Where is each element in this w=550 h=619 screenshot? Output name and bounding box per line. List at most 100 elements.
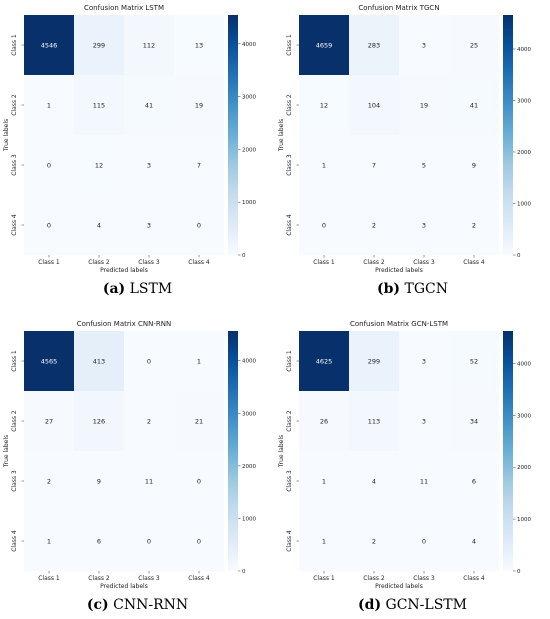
cell-value-label: 6	[97, 538, 101, 546]
cell-value-label: 4	[472, 538, 476, 546]
x-tick-label: Class 4	[463, 575, 485, 582]
y-tick-label: Class 4	[286, 214, 293, 236]
cell-value-label: 21	[195, 418, 203, 426]
heatmap-cell	[299, 451, 350, 512]
cell-value-label: 12	[320, 102, 328, 110]
y-tick-label: Class 1	[286, 34, 293, 56]
heatmap-cell	[449, 135, 500, 196]
heatmap-cell	[24, 331, 75, 392]
y-axis-label: True labels	[278, 119, 285, 152]
colorbar-tick-label: 4000	[517, 47, 531, 53]
y-axis-label: True labels	[3, 435, 10, 468]
cell-value-label: 1	[197, 358, 201, 366]
y-tick-label: Class 1	[11, 350, 18, 372]
cell-value-label: 2	[472, 222, 476, 230]
cell-value-label: 3	[147, 222, 151, 230]
heatmap-cell	[449, 75, 500, 136]
cell-value-label: 3	[422, 42, 426, 50]
heatmap-cell	[24, 75, 75, 136]
heatmap-cell	[124, 331, 175, 392]
heatmap-cell	[74, 195, 125, 256]
cell-value-label: 19	[195, 102, 203, 110]
y-tick-label: Class 3	[286, 470, 293, 492]
cell-value-label: 0	[47, 222, 51, 230]
heatmap-cell	[399, 451, 450, 512]
heatmap-cell	[399, 15, 450, 76]
colorbar-tick-label: 1000	[517, 517, 531, 523]
colorbar-tick-label: 0	[517, 253, 521, 259]
x-tick-label: Class 2	[88, 259, 110, 266]
colorbar-tick-label: 0	[517, 569, 521, 575]
cell-value-label: 126	[93, 418, 105, 426]
chart-title: Confusion Matrix LSTM	[84, 4, 164, 12]
colorbar	[228, 15, 238, 255]
y-tick-label: Class 3	[11, 154, 18, 176]
heatmap-cell	[74, 15, 125, 76]
heatmap-cell	[399, 135, 450, 196]
heatmap-cell	[174, 331, 225, 392]
cell-value-label: 1	[322, 478, 326, 486]
caption-a: (a) LSTM	[102, 281, 173, 297]
x-tick-label: Class 4	[188, 575, 210, 582]
heatmap-cell	[174, 195, 225, 256]
cell-value-label: 4625	[316, 358, 333, 366]
colorbar-tick-label: 2000	[517, 465, 531, 471]
y-tick-label: Class 1	[286, 350, 293, 372]
heatmap-cell	[124, 75, 175, 136]
cell-value-label: 3	[422, 418, 426, 426]
colorbar-tick-label: 1000	[242, 200, 256, 206]
heatmap-cell	[74, 75, 125, 136]
heatmap-cell	[124, 391, 175, 452]
y-tick-label: Class 4	[11, 530, 18, 552]
y-tick-label: Class 3	[11, 470, 18, 492]
heatmap-cell	[299, 15, 350, 76]
heatmap-cell	[174, 135, 225, 196]
heatmap-cell	[349, 391, 400, 452]
colorbar-tick-label: 2000	[517, 150, 531, 156]
heatmap-cell	[399, 391, 450, 452]
cell-value-label: 26	[320, 418, 328, 426]
heatmap-cell	[74, 135, 125, 196]
heatmap-cell	[399, 331, 450, 392]
heatmap-cell	[174, 75, 225, 136]
x-tick-label: Class 1	[38, 259, 60, 266]
y-tick-label: Class 2	[286, 410, 293, 432]
cell-value-label: 299	[93, 42, 105, 50]
x-tick-label: Class 3	[138, 575, 160, 582]
y-tick-label: Class 4	[11, 214, 18, 236]
cell-value-label: 25	[470, 42, 478, 50]
colorbar-tick-label: 0	[242, 569, 246, 575]
heatmap-cell	[124, 511, 175, 572]
cell-value-label: 4565	[41, 358, 58, 366]
x-tick-label: Class 3	[413, 259, 435, 266]
cell-value-label: 4659	[316, 42, 333, 50]
heatmap-cell	[299, 511, 350, 572]
heatmap-cell	[299, 135, 350, 196]
heatmap-cell	[449, 391, 500, 452]
cell-value-label: 34	[470, 418, 478, 426]
colorbar-tick-label: 4000	[517, 361, 531, 367]
heatmap-cell	[449, 15, 500, 76]
heatmap-cell	[174, 451, 225, 512]
cell-value-label: 0	[422, 538, 426, 546]
heatmap-cell	[399, 195, 450, 256]
heatmap-cell	[399, 75, 450, 136]
colorbar	[228, 331, 238, 571]
cell-value-label: 3	[422, 358, 426, 366]
colorbar	[503, 15, 513, 255]
cell-value-label: 4	[97, 222, 101, 230]
cell-value-label: 115	[93, 102, 105, 110]
heatmap-cell	[24, 135, 75, 196]
heatmap-cell	[449, 451, 500, 512]
x-tick-label: Class 3	[138, 259, 160, 266]
y-axis-label: True labels	[3, 119, 10, 152]
y-tick-label: Class 2	[11, 94, 18, 116]
heatmap-cell	[299, 195, 350, 256]
y-tick-label: Class 2	[286, 94, 293, 116]
cell-value-label: 2	[372, 222, 376, 230]
heatmap-cell	[124, 195, 175, 256]
heatmap-cell	[349, 75, 400, 136]
